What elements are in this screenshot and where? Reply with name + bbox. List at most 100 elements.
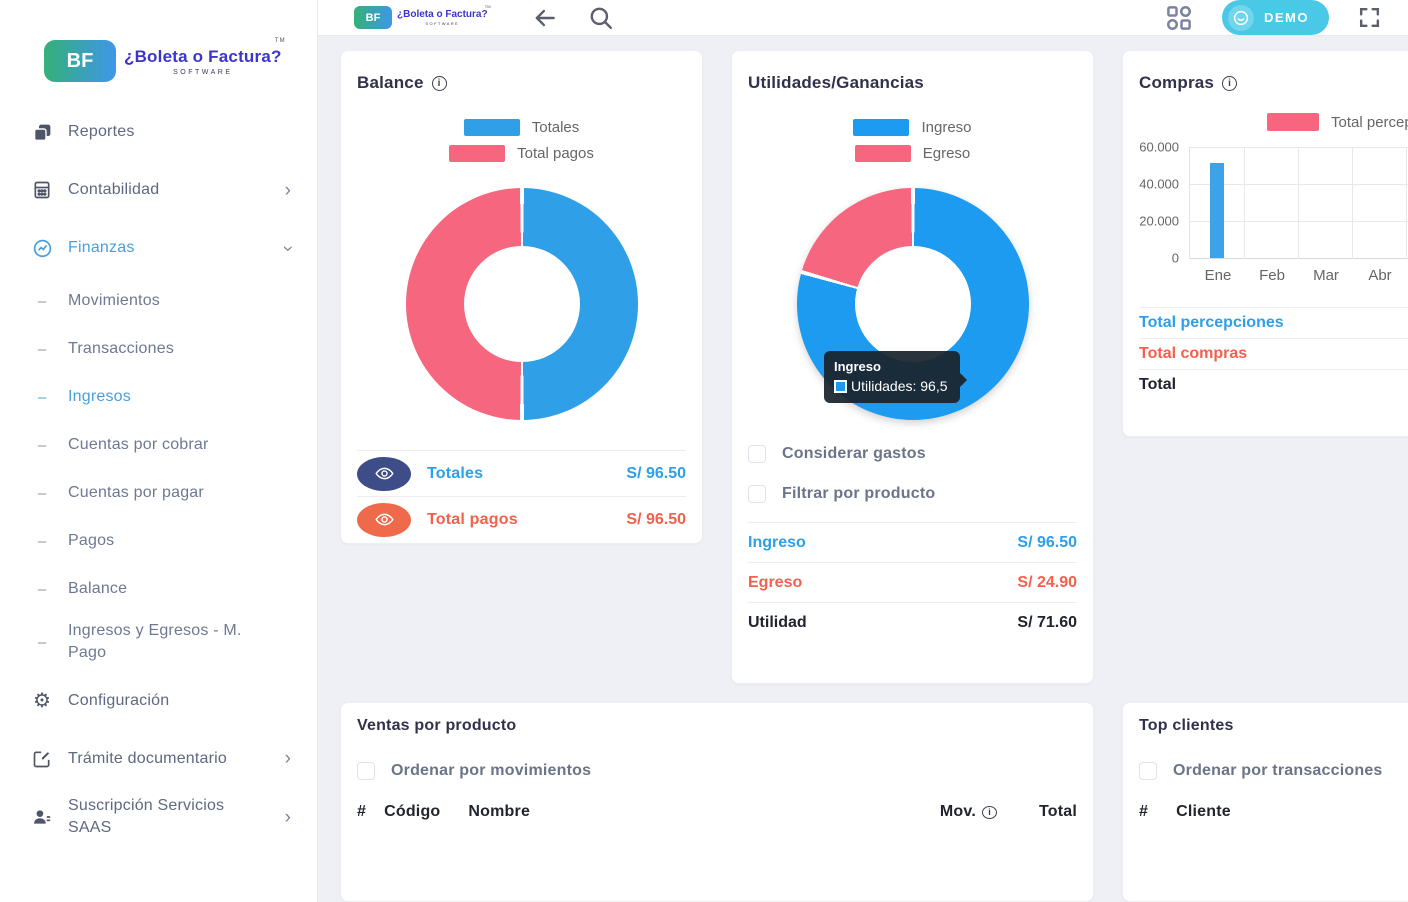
gridline <box>1298 147 1300 259</box>
logo-letter-b: B <box>365 11 374 24</box>
balance-donut-chart[interactable] <box>405 188 638 420</box>
column-header-nombre[interactable]: Nombre <box>468 803 531 820</box>
legend-item-egreso[interactable]: Egreso <box>854 145 970 162</box>
gridline <box>1352 147 1354 259</box>
dash-icon: – <box>37 436 47 454</box>
row-label: Total <box>1139 376 1177 393</box>
row-value: S/ 24.90 <box>1017 573 1077 591</box>
balance-legend: Totales Total pagos <box>357 119 686 162</box>
x-tick-label: Abr <box>1368 267 1392 284</box>
legend-item-ingreso[interactable]: Ingreso <box>853 119 972 136</box>
checkbox-filtrar-por-producto[interactable]: Filtrar por producto <box>748 474 1077 514</box>
checkbox-icon[interactable] <box>357 762 375 780</box>
compras-legend[interactable]: Total percepciones <box>1267 113 1408 131</box>
sidebar-item-label: Cuentas por pagar <box>68 483 204 501</box>
eye-toggle-button[interactable] <box>357 502 411 537</box>
sidebar-item-label: Configuración <box>68 691 170 709</box>
column-header-codigo[interactable]: Código <box>384 803 441 820</box>
balance-totals: Totales S/ 96.50 Total pagos S/ 96.50 <box>357 450 686 542</box>
finance-icon <box>30 238 54 259</box>
dash-icon: – <box>37 633 47 651</box>
sidebar-item-finanzas[interactable]: Finanzas › <box>30 226 298 270</box>
checkbox-label: Filtrar por producto <box>782 485 936 502</box>
sidebar-item-label: Movimientos <box>68 291 161 309</box>
column-header-num[interactable]: # <box>357 803 367 820</box>
sidebar-item-cuentas-por-cobrar[interactable]: – Cuentas por cobrar <box>30 428 291 462</box>
bar-ene[interactable] <box>1210 163 1225 258</box>
sidebar-item-tramite-documentario[interactable]: Trámite documentario › <box>30 737 291 781</box>
row-value: S/ 96.50 <box>626 464 686 482</box>
sidebar-item-balance[interactable]: – Balance <box>30 572 291 606</box>
sidebar-item-ingresos-egresos-mpago[interactable]: – Ingresos y Egresos - M. Pago <box>30 620 291 665</box>
fullscreen-icon[interactable] <box>1357 5 1382 30</box>
column-header-total[interactable]: Total <box>1038 803 1077 820</box>
checkbox-icon[interactable] <box>748 485 766 503</box>
compras-bar-chart[interactable]: 60.000 40.000 20.000 0 <box>1139 140 1408 266</box>
column-header-num[interactable]: # <box>1139 803 1149 820</box>
compras-totals: Total percepciones Total compras Total <box>1139 307 1408 400</box>
info-icon[interactable] <box>431 75 447 91</box>
row-label: Total compras <box>1139 345 1248 362</box>
top-clientes-table-header: # Cliente <box>1139 803 1408 835</box>
sidebar-item-label: Finanzas <box>68 238 135 256</box>
gridline <box>1406 147 1408 259</box>
sidebar-item-pagos[interactable]: – Pagos <box>30 524 291 558</box>
eye-toggle-button[interactable] <box>357 456 411 491</box>
ventas-card-title: Ventas por producto <box>357 717 1077 735</box>
logo-name: ¿Boleta o Factura? <box>124 46 282 66</box>
reports-icon <box>30 122 54 143</box>
sidebar-item-label: Balance <box>68 579 128 597</box>
sidebar-item-suscripcion-saas[interactable]: Suscripción Servicios SAAS › <box>30 795 291 840</box>
search-icon[interactable] <box>588 5 614 31</box>
apps-grid-icon[interactable] <box>1164 3 1194 33</box>
sidebar-item-ingresos[interactable]: – Ingresos <box>30 380 291 414</box>
balance-card-title: Balance <box>357 73 686 93</box>
card-title-text: Top clientes <box>1139 717 1234 734</box>
utilidades-filters: Considerar gastos Filtrar por producto <box>748 434 1077 514</box>
checkbox-ordenar-transacciones[interactable]: Ordenar por transacciones <box>1139 751 1408 791</box>
balance-row-total-pagos[interactable]: Total pagos S/ 96.50 <box>357 496 686 542</box>
sidebar-item-contabilidad[interactable]: Contabilidad › <box>30 168 291 212</box>
checkbox-icon[interactable] <box>748 445 766 463</box>
checkbox-label: Ordenar por transacciones <box>1173 762 1383 779</box>
legend-label: Total percepciones <box>1331 113 1408 131</box>
y-tick-label: 20.000 <box>1139 213 1180 229</box>
sidebar-item-movimientos[interactable]: – Movimientos <box>30 284 291 318</box>
legend-swatch-blue <box>463 119 520 136</box>
sidebar-item-cuentas-por-pagar[interactable]: – Cuentas por pagar <box>30 476 291 510</box>
info-icon[interactable] <box>1222 75 1238 91</box>
demo-account-button[interactable]: DEMO <box>1222 0 1329 35</box>
info-icon[interactable] <box>981 805 997 819</box>
column-header-mov[interactable]: Mov. <box>939 803 976 820</box>
column-header-cliente[interactable]: Cliente <box>1176 803 1231 820</box>
topbar-logo[interactable]: B F ¿Boleta o Factura? SOFTWARE TM <box>354 4 491 901</box>
bf-logo-icon: B F <box>354 6 392 901</box>
sidebar-item-label: Suscripción Servicios SAAS <box>68 796 225 837</box>
checkbox-ordenar-movimientos[interactable]: Ordenar por movimientos <box>357 751 1077 791</box>
bf-logo-icon: B F <box>44 40 116 901</box>
row-value: S/ 96.50 <box>626 510 686 528</box>
card-title-text: Ventas por producto <box>357 717 517 734</box>
sidebar-item-configuracion[interactable]: ⚙ Configuración <box>30 679 291 723</box>
legend-item-totales[interactable]: Totales <box>463 119 579 136</box>
top-clientes-card-title: Top clientes <box>1139 717 1408 735</box>
checkbox-icon[interactable] <box>1139 762 1157 780</box>
back-arrow-icon[interactable] <box>532 5 558 31</box>
tooltip-title: Ingreso <box>834 359 881 374</box>
balance-row-totales[interactable]: Totales S/ 96.50 <box>357 450 686 496</box>
checkbox-considerar-gastos[interactable]: Considerar gastos <box>748 434 1077 474</box>
sidebar-item-reportes[interactable]: Reportes <box>30 110 291 154</box>
sidebar-item-transacciones[interactable]: – Transacciones <box>30 332 291 366</box>
dash-icon: – <box>37 532 47 550</box>
sidebar-item-label: Transacciones <box>68 339 175 357</box>
app-logo[interactable]: B F ¿Boleta o Factura? SOFTWARE TM <box>0 0 317 901</box>
sidebar-item-label: Ingresos <box>68 387 131 405</box>
calculator-icon <box>30 180 54 200</box>
logo-letter-f: F <box>373 11 381 24</box>
dash-icon: – <box>37 580 47 598</box>
legend-item-total-pagos[interactable]: Total pagos <box>449 145 594 162</box>
utilidades-card-title: Utilidades/Ganancias <box>748 73 1077 93</box>
checkbox-label: Ordenar por movimientos <box>391 762 592 779</box>
ventas-table-header: # Código Nombre Mov. Total <box>357 803 1077 835</box>
